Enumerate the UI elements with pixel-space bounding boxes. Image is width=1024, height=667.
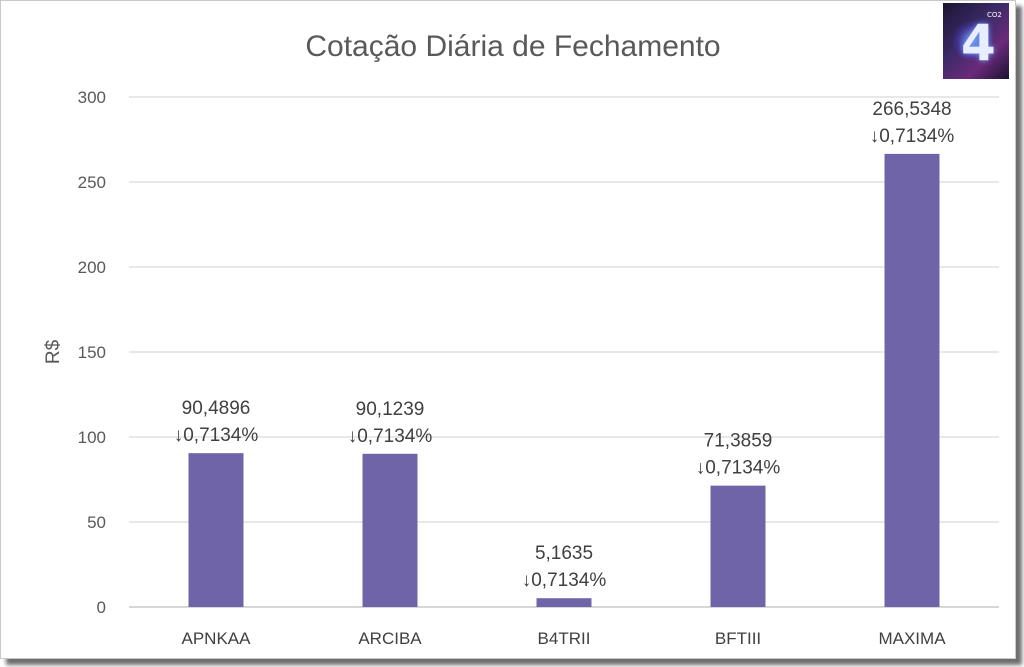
grid-layer: 0 50 100 150 200 250 300 (78, 88, 999, 617)
data-label-value: 90,1239 (356, 399, 425, 420)
bar (362, 453, 418, 607)
y-tick-label: 250 (78, 173, 106, 192)
data-label-change: ↓0,7134% (870, 126, 955, 147)
y-tick-label: 300 (78, 88, 106, 107)
logo-digit: 4 (961, 14, 996, 72)
x-tick-label: APNKAA (182, 629, 252, 648)
labels-layer: APNKAA 90,4896 ↓0,7134% ARCIBA 90,1239 ↓0,713… (174, 99, 955, 648)
logo-glow (953, 21, 993, 61)
x-tick-label: BFTIII (715, 629, 761, 648)
data-label-value: 266,5348 (872, 99, 951, 120)
y-tick-label: 150 (78, 343, 106, 362)
y-tick-label: 100 (78, 428, 106, 447)
x-tick-label: MAXIMA (878, 629, 946, 648)
logo-superscript: CO2 (987, 11, 1002, 19)
chart-title: Cotação Diária de Fechamento (305, 30, 720, 63)
data-label-change: ↓0,7134% (174, 425, 259, 446)
bar (188, 453, 244, 607)
data-label-change: ↓0,7134% (522, 570, 607, 591)
b4-logo-icon: 4 CO2 (943, 3, 1009, 79)
x-tick-label: B4TRII (538, 629, 591, 648)
bars-layer (188, 153, 940, 607)
data-label-value: 71,3859 (704, 431, 773, 452)
x-tick-label: ARCIBA (358, 629, 422, 648)
data-label-change: ↓0,7134% (348, 426, 433, 447)
bar (536, 598, 592, 607)
y-tick-label: 50 (87, 513, 106, 532)
y-axis-label: R$ (43, 339, 64, 364)
bar (884, 153, 940, 607)
data-label-value: 90,4896 (182, 398, 251, 419)
bar (710, 485, 766, 607)
y-tick-label: 200 (78, 258, 106, 277)
data-label-change: ↓0,7134% (696, 458, 781, 479)
data-label-value: 5,1635 (535, 543, 593, 564)
y-tick-label: 0 (97, 598, 106, 617)
